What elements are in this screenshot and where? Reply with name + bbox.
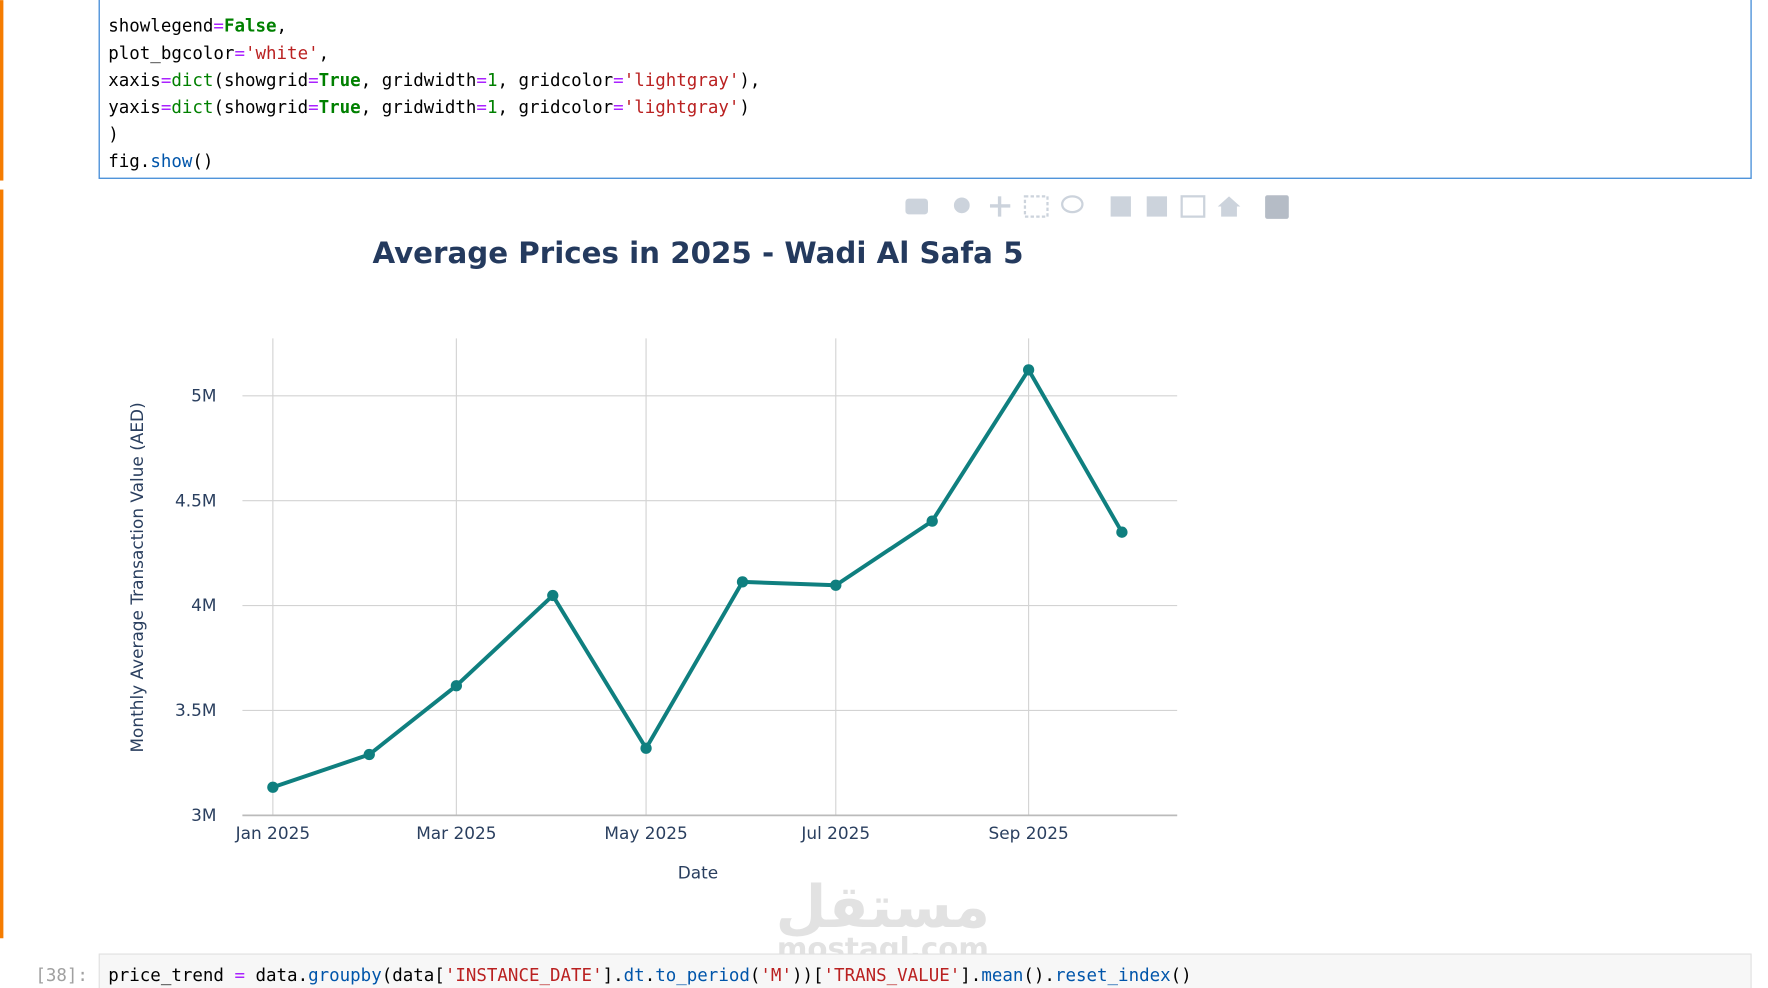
series-line [272, 367, 1124, 790]
icon[interactable] [1265, 195, 1289, 219]
code-lines: showlegend=False, plot_bgcolor='white', … [108, 17, 760, 172]
code-line: price_trend = data.groupby(data['INSTANC… [108, 966, 1191, 986]
data-point [830, 579, 842, 591]
code-line: showlegend=False, [108, 17, 287, 37]
icon[interactable] [997, 196, 1002, 217]
y-tick-label: 3M [191, 805, 216, 825]
y-tick-label: 3.5M [175, 700, 216, 720]
icon[interactable] [905, 198, 928, 215]
y-tick-label: 5M [191, 386, 216, 406]
x-tick-label: Mar 2025 [416, 823, 496, 843]
x-tick-label: Jul 2025 [800, 823, 870, 843]
y-tick-label: 4.5M [175, 490, 216, 510]
icon[interactable] [1146, 196, 1168, 217]
next-code-cell[interactable] [98, 953, 1752, 988]
data-point [1116, 526, 1128, 538]
data-point [363, 748, 375, 761]
plot: 3M 3.5M 4M 4.5M 5M Jan 2025 Mar 2025 May 2025 Ju… [175, 338, 1178, 843]
data-point [640, 742, 652, 754]
icon[interactable] [1061, 195, 1084, 214]
code-line: plot_bgcolor='white', [108, 44, 329, 64]
icon[interactable] [1110, 196, 1131, 217]
icon[interactable] [1180, 195, 1206, 218]
icon[interactable] [1023, 195, 1049, 218]
data-point [736, 576, 749, 588]
code-line: xaxis=dict(showgrid=True, gridwidth=1, g… [108, 71, 760, 91]
code-cell[interactable] [98, 0, 1752, 179]
data-point [450, 680, 462, 692]
y-axis-title: Monthly Average Transaction Value (AED) [127, 402, 147, 752]
data-point [926, 515, 938, 527]
x-tick-label: May 2025 [604, 823, 687, 843]
x-tick-label: Sep 2025 [988, 823, 1068, 843]
modebar [905, 195, 1289, 219]
data-point [267, 781, 279, 793]
icon[interactable] [953, 197, 970, 214]
cell-marker [0, 189, 4, 939]
cell-marker [0, 0, 4, 181]
data-point [1022, 364, 1035, 376]
x-axis-title: Date [678, 862, 718, 882]
watermark-arabic: مستقل [776, 873, 990, 941]
code-line: fig.show() [108, 152, 213, 172]
cell-prompt: [38]: [35, 966, 88, 986]
code-line: yaxis=dict(showgrid=True, gridwidth=1, g… [108, 98, 750, 118]
x-tick-label: Jan 2025 [235, 823, 310, 843]
chart-title: Average Prices in 2025 - Wadi Al Safa 5 [372, 236, 1023, 270]
data-point [547, 589, 559, 602]
code-line: ) [108, 125, 119, 145]
y-tick-label: 4M [191, 595, 216, 615]
